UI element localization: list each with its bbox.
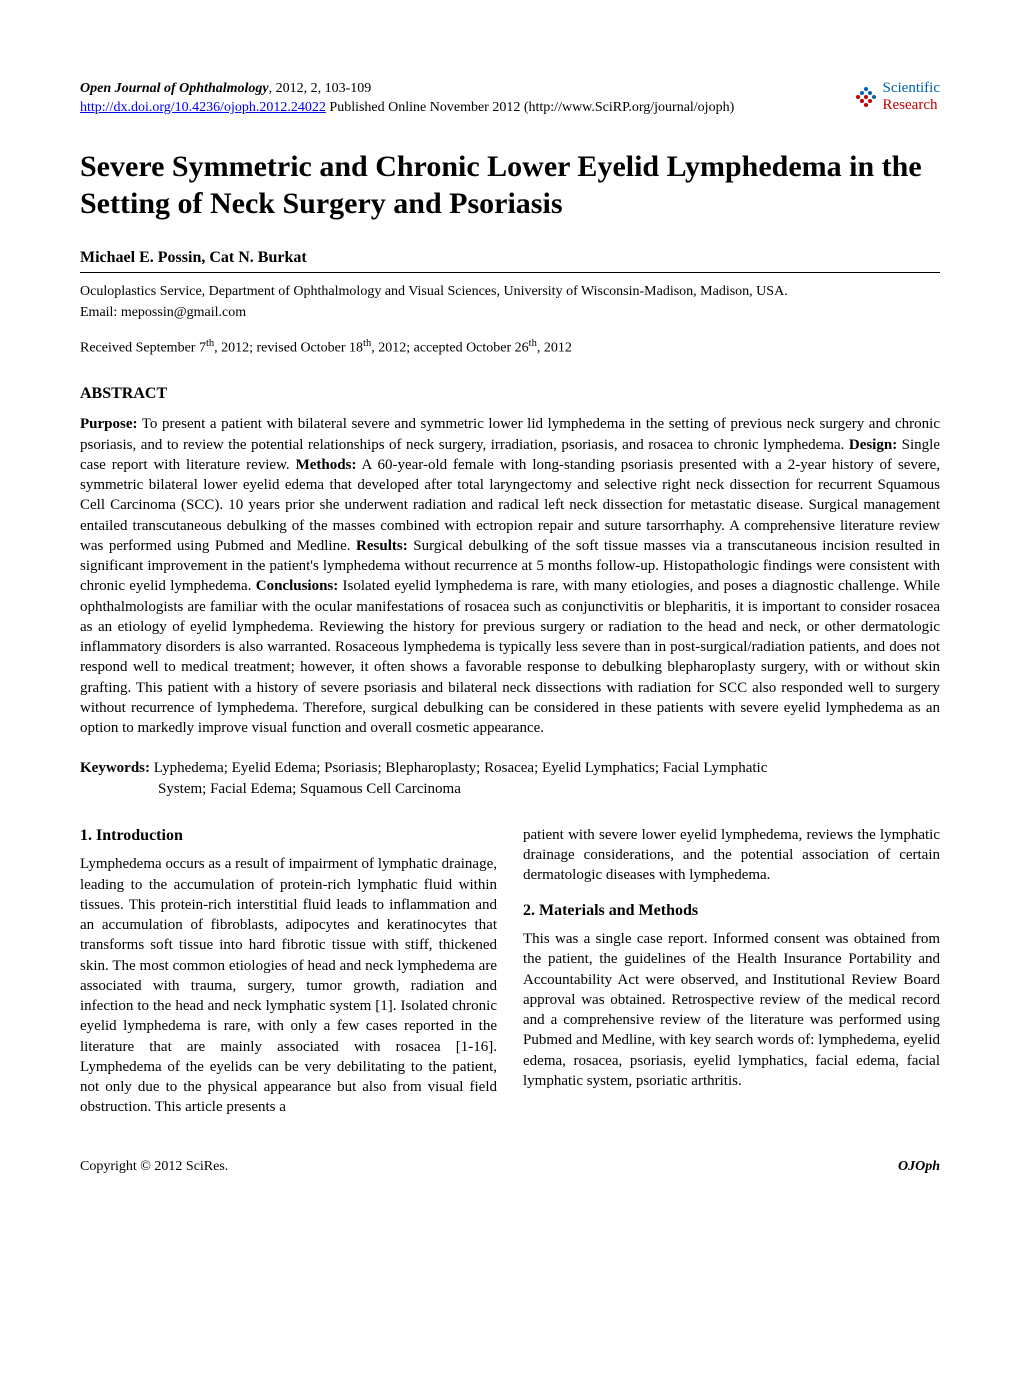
introduction-continued: patient with severe lower eyelid lymphed… <box>523 825 940 886</box>
results-label: Results: <box>356 538 408 554</box>
purpose-label: Purpose: <box>80 416 138 432</box>
email-line: Email: mepossin@gmail.com <box>80 304 940 323</box>
journal-citation: Open Journal of Ophthalmology, 2012, 2, … <box>80 80 853 99</box>
abstract-heading: ABSTRACT <box>80 383 940 405</box>
materials-methods-heading: 2. Materials and Methods <box>523 900 940 922</box>
right-column: patient with severe lower eyelid lymphed… <box>523 825 940 1118</box>
page-header: Open Journal of Ophthalmology, 2012, 2, … <box>80 80 940 118</box>
citation-tail: , 2012, 2, 103-109 <box>269 81 372 96</box>
scirp-diamond-icon <box>853 84 879 110</box>
affiliation: Oculoplastics Service, Department of Oph… <box>80 283 940 302</box>
logo-bottom-word: Research <box>883 97 940 114</box>
doi-line: http://dx.doi.org/10.4236/ojoph.2012.240… <box>80 99 853 118</box>
materials-methods-body: This was a single case report. Informed … <box>523 929 940 1091</box>
keywords-line1: Lyphedema; Eyelid Edema; Psoriasis; Blep… <box>150 760 767 776</box>
doi-link[interactable]: http://dx.doi.org/10.4236/ojoph.2012.240… <box>80 100 326 115</box>
design-label: Design: <box>849 437 897 453</box>
page-footer: Copyright © 2012 SciRes. OJOph <box>80 1158 940 1177</box>
body-columns: 1. Introduction Lymphedema occurs as a r… <box>80 825 940 1118</box>
abstract-body: Purpose: To present a patient with bilat… <box>80 414 940 738</box>
logo-top-word: Scientific <box>883 80 940 97</box>
keywords-block: Keywords: Lyphedema; Eyelid Edema; Psori… <box>80 758 940 799</box>
publisher-logo: Scientific Research <box>853 80 940 113</box>
left-column: 1. Introduction Lymphedema occurs as a r… <box>80 825 497 1118</box>
copyright-text: Copyright © 2012 SciRes. <box>80 1158 228 1177</box>
received-dates: Received September 7th, 2012; revised Oc… <box>80 337 940 359</box>
published-online-text: Published Online November 2012 (http://w… <box>326 100 734 115</box>
introduction-body: Lymphedema occurs as a result of impairm… <box>80 854 497 1117</box>
keywords-label: Keywords: <box>80 760 150 776</box>
purpose-text: To present a patient with bilateral seve… <box>80 416 940 452</box>
keywords-line2: System; Facial Edema; Squamous Cell Carc… <box>80 779 940 799</box>
article-title: Severe Symmetric and Chronic Lower Eyeli… <box>80 148 940 223</box>
authors-line: Michael E. Possin, Cat N. Burkat <box>80 247 940 274</box>
introduction-heading: 1. Introduction <box>80 825 497 847</box>
publisher-logo-text: Scientific Research <box>883 80 940 113</box>
journal-abbrev: OJOph <box>898 1158 940 1177</box>
conclusions-text: Isolated eyelid lymphedema is rare, with… <box>80 578 940 736</box>
methods-label: Methods: <box>296 457 357 473</box>
journal-title: Open Journal of Ophthalmology <box>80 81 269 96</box>
journal-header-text: Open Journal of Ophthalmology, 2012, 2, … <box>80 80 853 118</box>
conclusions-label: Conclusions: <box>256 578 339 594</box>
